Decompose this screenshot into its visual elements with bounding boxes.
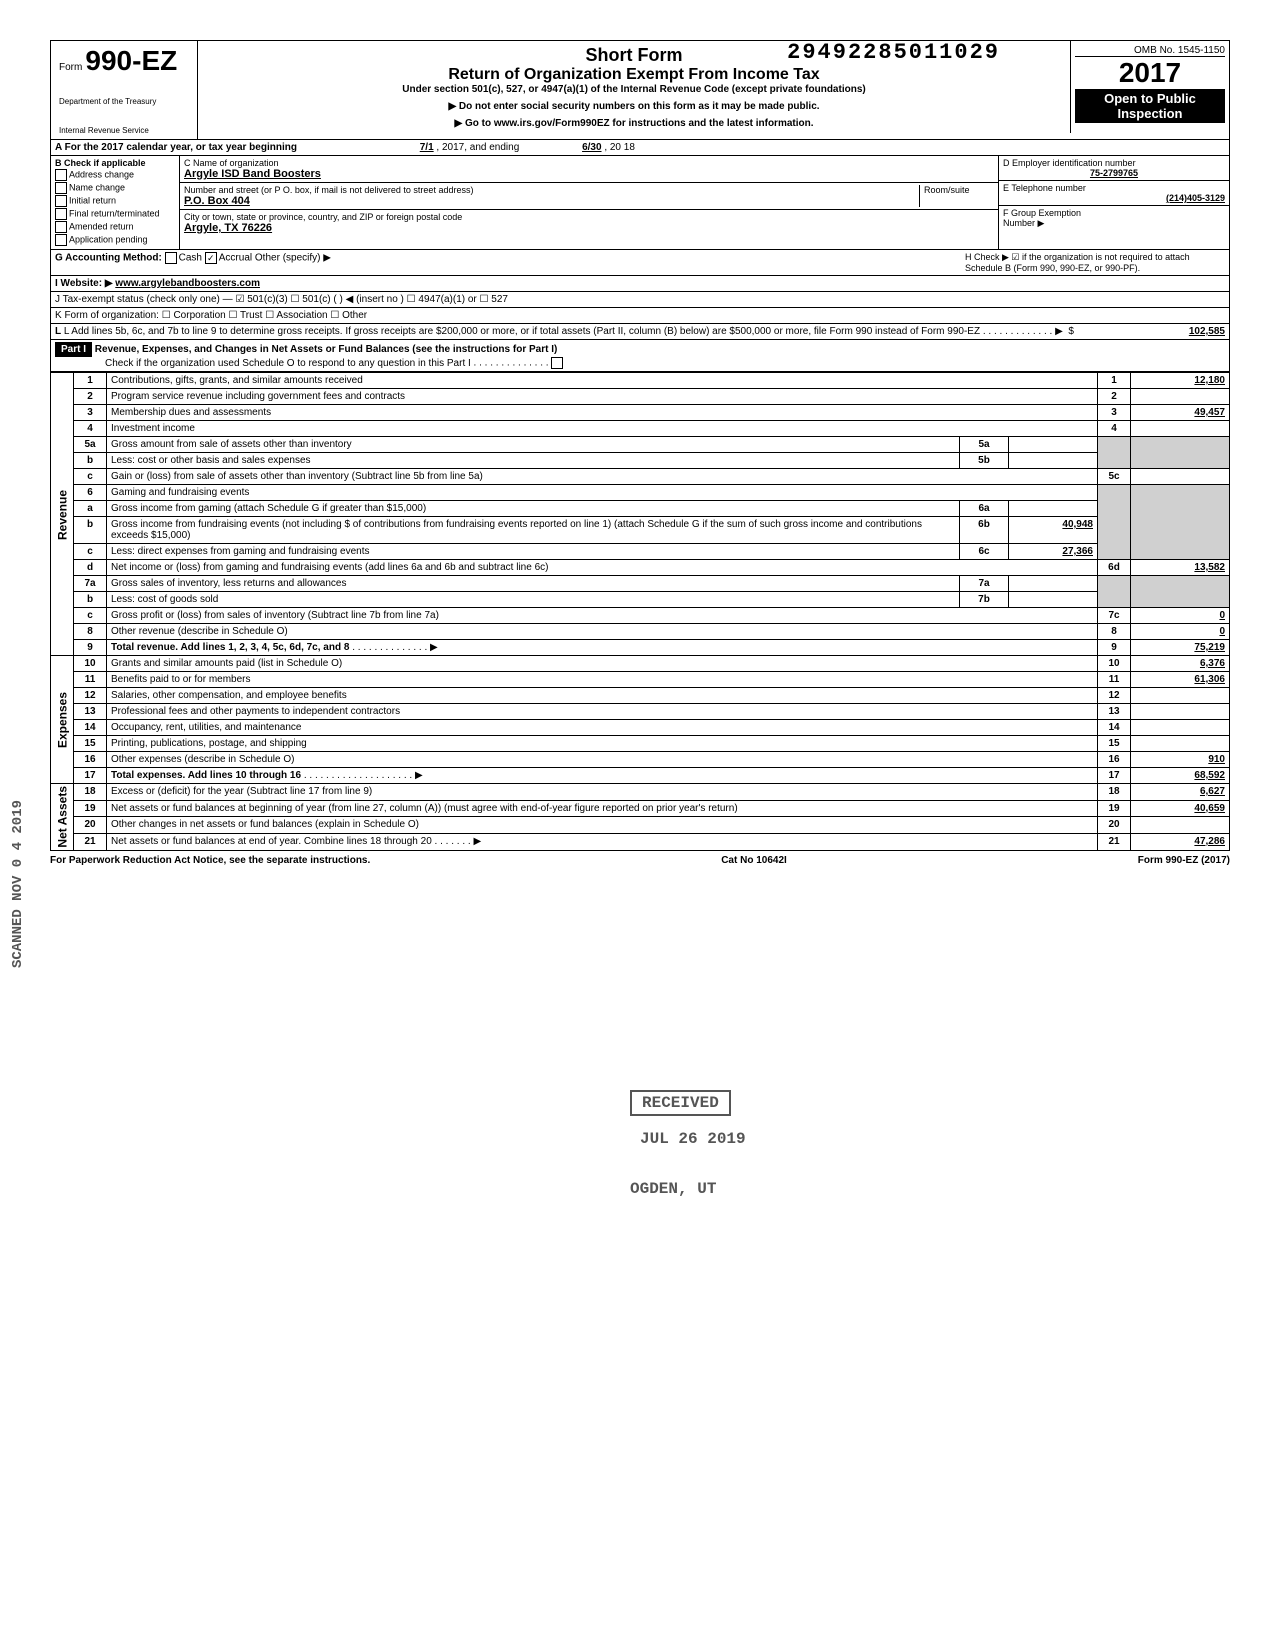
chk-schedule-o[interactable] [551, 357, 563, 369]
org-name: Argyle ISD Band Boosters [184, 168, 994, 180]
row-a-tax-year: A For the 2017 calendar year, or tax yea… [50, 140, 1230, 156]
line-16: 16Other expenses (describe in Schedule O… [51, 752, 1230, 768]
stamp-received: RECEIVED [630, 1090, 731, 1116]
page-footer: For Paperwork Reduction Act Notice, see … [50, 851, 1230, 870]
line-13: 13Professional fees and other payments t… [51, 704, 1230, 720]
main-title: Return of Organization Exempt From Incom… [206, 66, 1062, 84]
row-h-schedule-b: H Check ▶ ☑ if the organization is not r… [965, 252, 1225, 273]
omb-number: OMB No. 1545-1150 [1075, 45, 1225, 57]
row-j-tax-status: J Tax-exempt status (check only one) — ☑… [50, 292, 1230, 308]
line-6: 6Gaming and fundraising events [51, 485, 1230, 501]
row-k-form-org: K Form of organization: ☐ Corporation ☐ … [50, 308, 1230, 324]
open-public: Open to Public Inspection [1075, 89, 1225, 123]
line-4: 4Investment income4 [51, 421, 1230, 437]
chk-final-return[interactable] [55, 208, 67, 220]
line-2: 2Program service revenue including gover… [51, 389, 1230, 405]
line-12: 12Salaries, other compensation, and empl… [51, 688, 1230, 704]
chk-initial-return[interactable] [55, 195, 67, 207]
net-assets-label: Net Assets [51, 784, 74, 851]
expenses-label: Expenses [51, 656, 74, 784]
org-city: Argyle, TX 76226 [184, 222, 994, 234]
line-5a: 5aGross amount from sale of assets other… [51, 437, 1230, 453]
stamp-ogden: OGDEN, UT [630, 1180, 716, 1198]
line-7b: bLess: cost of goods sold7b [51, 592, 1230, 608]
footer-form-ref: Form 990-EZ (2017) [1138, 855, 1230, 866]
line-11: 11Benefits paid to or for members1161,30… [51, 672, 1230, 688]
line-6b: bGross income from fundraising events (n… [51, 517, 1230, 544]
form-number: 990-EZ [85, 45, 177, 76]
stamp-date: JUL 26 2019 [640, 1130, 746, 1148]
line-8: 8Other revenue (describe in Schedule O)8… [51, 624, 1230, 640]
col-b-checkboxes: B Check if applicable Address change Nam… [51, 156, 180, 249]
stamp-number: 29492285011029 [787, 40, 1000, 65]
line-6d: dNet income or (loss) from gaming and fu… [51, 560, 1230, 576]
line-14: 14Occupancy, rent, utilities, and mainte… [51, 720, 1230, 736]
instr-url: ▶ Go to www.irs.gov/Form990EZ for instru… [206, 118, 1062, 129]
line-9: 9Total revenue. Add lines 1, 2, 3, 4, 5c… [51, 640, 1230, 656]
line-5c: cGain or (loss) from sale of assets othe… [51, 469, 1230, 485]
org-address: P.O. Box 404 [184, 195, 919, 207]
info-block: B Check if applicable Address change Nam… [50, 156, 1230, 250]
line-17: 17Total expenses. Add lines 10 through 1… [51, 768, 1230, 784]
chk-address-change[interactable] [55, 169, 67, 181]
form-header: Form 990-EZ Department of the Treasury I… [50, 40, 1230, 140]
line-3: 3Membership dues and assessments349,457 [51, 405, 1230, 421]
form-label: Form [59, 62, 82, 73]
line-20: 20Other changes in net assets or fund ba… [51, 817, 1230, 834]
line-1: Revenue 1Contributions, gifts, grants, a… [51, 373, 1230, 389]
chk-amended-return[interactable] [55, 221, 67, 233]
main-table: Revenue 1Contributions, gifts, grants, a… [50, 372, 1230, 851]
gross-receipts-amount: 102,585 [1189, 326, 1225, 337]
telephone: (214)405-3129 [1003, 193, 1225, 203]
line-5b: bLess: cost or other basis and sales exp… [51, 453, 1230, 469]
ein: 75-2799765 [1003, 168, 1225, 178]
revenue-label: Revenue [51, 373, 74, 656]
dept-irs: Internal Revenue Service [59, 126, 189, 135]
row-i-website: I Website: ▶ www.argylebandboosters.com [50, 276, 1230, 292]
tax-year: 2017 [1075, 57, 1225, 89]
dept-treasury: Department of the Treasury [59, 97, 189, 106]
chk-cash[interactable] [165, 252, 177, 264]
chk-application-pending[interactable] [55, 234, 67, 246]
line-19: 19Net assets or fund balances at beginni… [51, 800, 1230, 817]
line-10: Expenses 10Grants and similar amounts pa… [51, 656, 1230, 672]
col-c-org-info: C Name of organization Argyle ISD Band B… [180, 156, 999, 249]
line-18: Net Assets 18Excess or (deficit) for the… [51, 784, 1230, 801]
col-d-identifiers: D Employer identification number 75-2799… [999, 156, 1229, 249]
line-21: 21Net assets or fund balances at end of … [51, 833, 1230, 850]
chk-accrual[interactable]: ✓ [205, 252, 217, 264]
footer-cat-no: Cat No 10642I [721, 855, 787, 866]
line-6c: cLess: direct expenses from gaming and f… [51, 544, 1230, 560]
stamp-scanned: SCANNED NOV 0 4 2019 [10, 800, 26, 968]
footer-paperwork: For Paperwork Reduction Act Notice, see … [50, 855, 370, 866]
chk-name-change[interactable] [55, 182, 67, 194]
line-15: 15Printing, publications, postage, and s… [51, 736, 1230, 752]
row-l-gross-receipts: L L Add lines 5b, 6c, and 7b to line 9 t… [50, 324, 1230, 340]
line-7a: 7aGross sales of inventory, less returns… [51, 576, 1230, 592]
line-6a: aGross income from gaming (attach Schedu… [51, 501, 1230, 517]
row-g-accounting: G Accounting Method: Cash ✓Accrual Other… [50, 250, 1230, 276]
sub-title: Under section 501(c), 527, or 4947(a)(1)… [206, 84, 1062, 95]
instr-ssn: ▶ Do not enter social security numbers o… [206, 101, 1062, 112]
part-1-header: Part I Revenue, Expenses, and Changes in… [50, 340, 1230, 372]
line-7c: cGross profit or (loss) from sales of in… [51, 608, 1230, 624]
